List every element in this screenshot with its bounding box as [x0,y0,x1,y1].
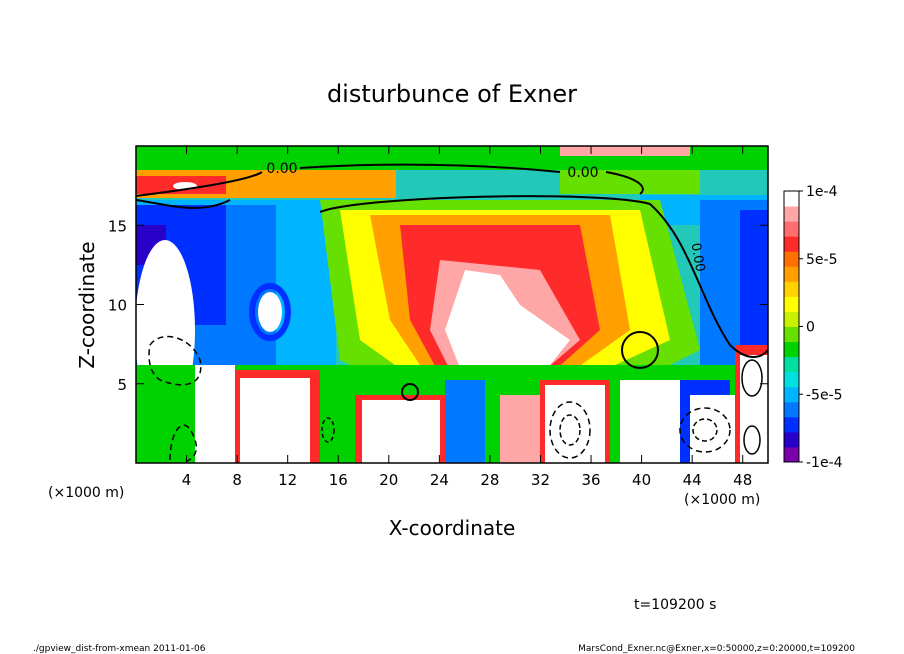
x-tick-label-9: 40 [632,471,651,489]
colorbar-swatch-3 [784,401,799,418]
x-tick-label-8: 36 [581,471,600,489]
x-axis-unit: (×1000 m) [684,492,760,508]
colorbar-swatch-1 [784,431,799,448]
colorbar-swatch-10 [784,296,799,312]
colorbar-tick-label-4: -1e-4 [806,455,843,471]
x-tick-label-11: 48 [733,471,752,489]
x-tick-label-5: 24 [430,471,449,489]
colorbar-swatch-11 [784,281,799,297]
colorbar-swatch-15 [784,221,799,237]
x-tick-label-10: 44 [683,471,702,489]
x-tick-label-7: 32 [531,471,550,489]
heatmap-field [136,146,768,463]
contour-label-2: 0.00 [567,165,598,181]
x-tick-label-6: 28 [480,471,499,489]
chart-title: disturbunce of Exner [327,80,577,108]
y-axis-label: Z-coordinate [75,241,99,368]
colorbar-tick-label-3: -5e-5 [806,387,843,403]
y-tick-label-1: 10 [108,297,127,315]
footer-right: MarsCond_Exner.nc@Exner,x=0:50000,z=0:20… [578,644,855,654]
colorbar-tick-label-0: 1e-4 [806,184,838,200]
colorbar-swatch-4 [784,386,799,403]
colorbar-swatch-13 [784,251,799,267]
colorbar-swatch-0 [784,446,799,463]
x-tick-label-3: 16 [329,471,348,489]
colorbar-swatch-2 [784,416,799,433]
contour-label-3: 0.00 [688,242,708,273]
x-tick-label-2: 12 [278,471,297,489]
x-axis-label: X-coordinate [389,516,516,540]
footer-left: ./gpview_dist-from-xmean 2011-01-06 [33,644,206,654]
x-tick-label-1: 8 [232,471,242,489]
colorbar-swatch-14 [784,236,799,252]
colorbar: 1e-4 5e-5 0 -5e-5 -1e-4 [783,184,843,471]
colorbar-swatch-8 [784,326,799,343]
colorbar-tick-label-1: 5e-5 [806,252,837,268]
colorbar-swatch-12 [784,266,799,282]
x-tick-label-4: 20 [379,471,398,489]
colorbar-swatch-16 [784,206,799,222]
y-tick-label-2: 15 [108,217,127,235]
colorbar-swatch-7 [784,341,799,358]
y-axis: 5 10 15 [108,217,768,394]
colorbar-tick-label-2: 0 [806,320,815,336]
y-tick-label-0: 5 [117,376,127,394]
x-tick-label-0: 4 [182,471,192,489]
time-label: t=109200 s [634,597,716,613]
colorbar-swatch-17 [784,191,799,207]
x-axis: 4 8 12 16 20 24 28 32 36 40 44 48 [182,146,752,489]
colorbar-swatch-6 [784,356,799,373]
colorbar-swatch-5 [784,371,799,388]
contour-label-1: 0.00 [266,161,297,177]
colorbar-swatch-9 [784,311,799,327]
y-axis-unit: (×1000 m) [48,485,124,501]
